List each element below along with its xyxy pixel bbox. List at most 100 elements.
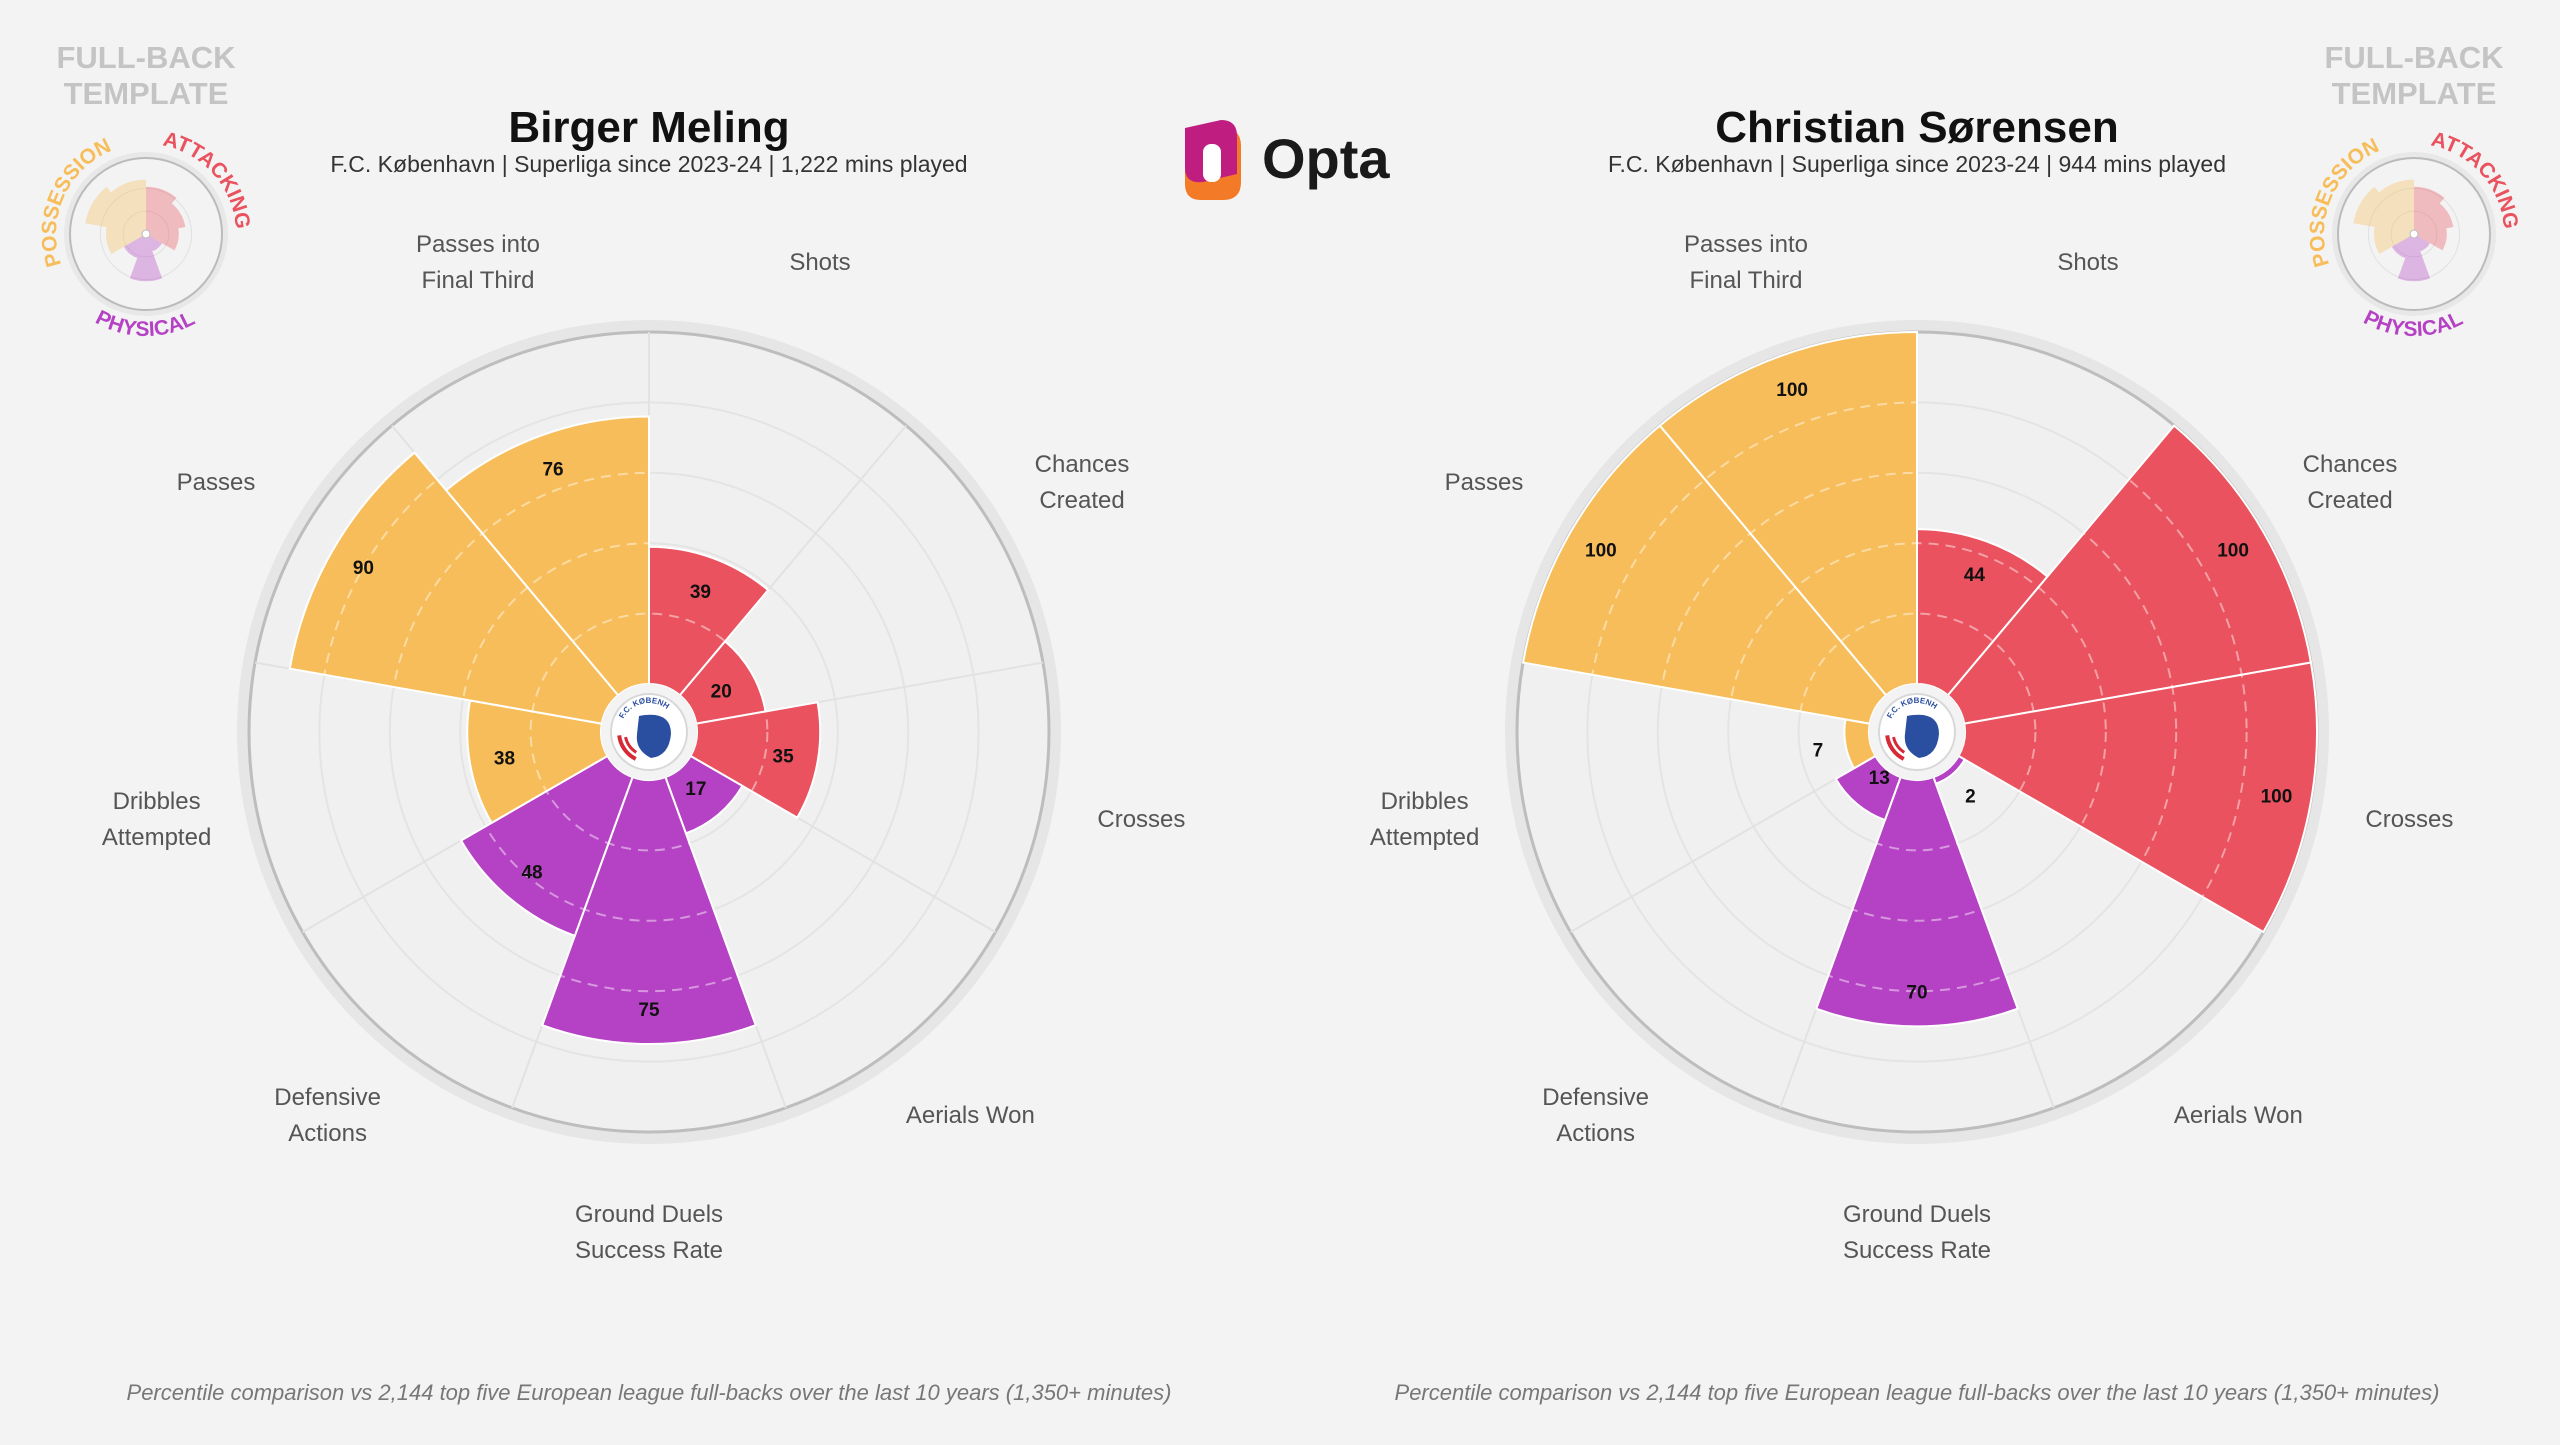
template-grid: [2390, 210, 2438, 258]
template-grid: [2367, 187, 2461, 281]
grid-ring-dashed: [1797, 612, 2037, 852]
template-wedge: [85, 186, 144, 234]
value-label: 13: [1869, 768, 1890, 789]
value-label: 70: [1906, 982, 1927, 1003]
axis-label: Defensive: [1542, 1084, 1649, 1111]
value-label: 90: [353, 558, 374, 579]
radar-bars: [1521, 330, 2318, 1028]
axis-label: Defensive: [274, 1084, 381, 1111]
opta-logo-text: Opta: [1262, 127, 1390, 190]
template-title: FULL-BACK: [2324, 40, 2504, 75]
crest-red-stripe-inner: [1892, 736, 1906, 754]
template-center: [141, 229, 151, 239]
template-wedge: [2379, 179, 2414, 231]
axis-label: Final Third: [422, 267, 535, 294]
axis-label: Passes into: [416, 231, 540, 258]
template-wedge: [111, 179, 146, 231]
lion-icon: [636, 714, 671, 758]
player-name: Christian Sørensen: [1715, 103, 2118, 152]
template-wedge: [146, 186, 177, 231]
grid-spoke: [1570, 755, 1876, 933]
grid-ring-dashed: [529, 612, 769, 852]
template-wedge: [123, 236, 145, 259]
axis-label: Dribbles: [1381, 788, 1469, 815]
axis-label: Attempted: [1370, 824, 1479, 851]
axis-label: Aerials Won: [906, 1102, 1035, 1129]
axis-label: Passes: [177, 469, 256, 496]
crest-red-stripe: [617, 735, 637, 761]
crest-red-stripe: [1885, 735, 1905, 761]
value-label: 76: [542, 459, 563, 480]
axis-label: Crosses: [2365, 806, 2453, 833]
value-label: 100: [1585, 541, 1617, 562]
template-title: FULL-BACK: [56, 40, 236, 75]
player-subtitle: F.C. København | Superliga since 2023-24…: [1608, 151, 2226, 177]
value-label: 100: [1776, 380, 1808, 401]
grid-ring-dashed: [1656, 471, 2178, 993]
axis-label: Attempted: [102, 824, 211, 851]
template-center: [2409, 229, 2419, 239]
value-label: 100: [2261, 786, 2293, 807]
axis-label: Crosses: [1097, 806, 1185, 833]
axis-label: Created: [2307, 487, 2392, 514]
value-label: 2: [1965, 787, 1976, 808]
footnote: Percentile comparison vs 2,144 top five …: [1395, 1380, 2440, 1405]
footnote: Percentile comparison vs 2,144 top five …: [127, 1380, 1172, 1405]
template-wedge: [2397, 237, 2431, 282]
template-wedge: [148, 203, 186, 234]
template-wedge: [2416, 203, 2454, 234]
template-grid: [99, 187, 193, 281]
axis-label: Chances: [2303, 451, 2398, 478]
crest-red-stripe-inner: [624, 736, 638, 754]
axis-label: Shots: [2057, 249, 2118, 276]
axis-label: Ground Duels: [1843, 1201, 1991, 1228]
opta-logo-icon: [1185, 120, 1241, 200]
axis-label: Success Rate: [575, 1237, 723, 1264]
value-label: 7: [1813, 740, 1824, 761]
value-label: 100: [2217, 541, 2249, 562]
template-wedge: [129, 237, 163, 282]
axis-label: Success Rate: [1843, 1237, 1991, 1264]
axis-label: Actions: [288, 1120, 367, 1147]
opta-logo: Opta: [1185, 120, 1390, 200]
template-wedge: [2373, 227, 2411, 254]
player-subtitle: F.C. København | Superliga since 2023-24…: [330, 151, 967, 177]
grid-ring-dashed: [1586, 401, 2248, 1027]
axis-label: Passes: [1445, 469, 1524, 496]
value-label: 35: [773, 747, 795, 768]
template-wedge: [2415, 236, 2430, 252]
lion-icon: [1904, 714, 1939, 758]
template-grid: [122, 210, 170, 258]
axis-label: Final Third: [1690, 267, 1803, 294]
template-wedge: [2391, 236, 2413, 259]
template-wedge: [2353, 186, 2412, 234]
axis-label: Created: [1039, 487, 1124, 514]
grid-ring-dashed: [1727, 542, 2107, 922]
value-label: 17: [685, 779, 706, 800]
axis-label: Shots: [789, 249, 850, 276]
template-wedge: [149, 228, 179, 251]
player-name: Birger Meling: [508, 103, 789, 152]
template-title: TEMPLATE: [64, 76, 229, 111]
axis-label: Ground Duels: [575, 1201, 723, 1228]
value-label: 44: [1964, 565, 1986, 586]
axis-label: Passes into: [1684, 231, 1808, 258]
value-label: 75: [638, 1000, 660, 1021]
template-wedge: [2414, 186, 2445, 231]
axis-label: Dribbles: [113, 788, 201, 815]
template-wedge: [106, 227, 143, 254]
value-label: 48: [521, 862, 542, 883]
value-label: 39: [690, 582, 711, 603]
value-label: 38: [494, 748, 515, 769]
template-title: TEMPLATE: [2332, 76, 2497, 111]
grid-ring-dashed: [459, 542, 821, 922]
axis-label: Aerials Won: [2174, 1102, 2303, 1129]
value-label: 20: [711, 681, 732, 702]
template-wedge: [147, 236, 162, 252]
axis-label: Actions: [1556, 1120, 1635, 1147]
template-wedge: [2417, 228, 2447, 251]
